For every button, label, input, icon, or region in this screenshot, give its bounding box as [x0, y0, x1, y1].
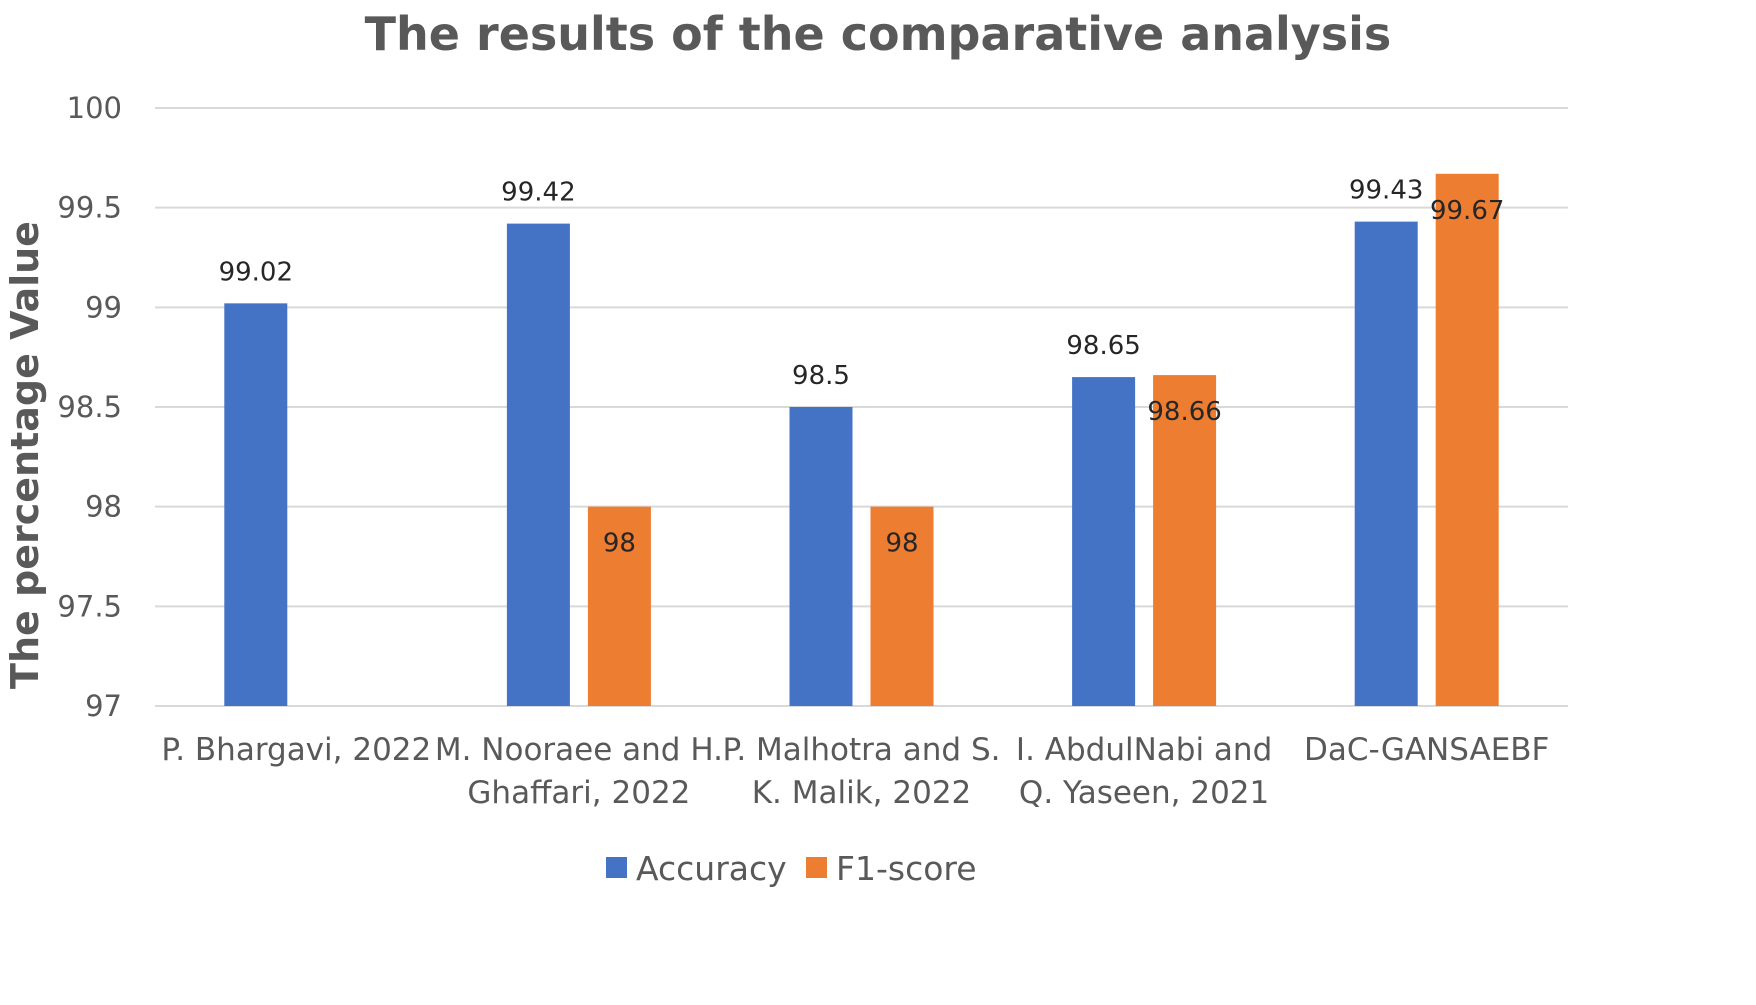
bars: [224, 173, 1499, 706]
legend-label: Accuracy: [636, 849, 787, 888]
x-category-label: P. Bhargavi, 2022: [161, 732, 431, 768]
bar-f1-score: [1435, 173, 1499, 706]
legend: Accuracy F1-score: [606, 849, 977, 888]
data-label: 98.5: [792, 361, 850, 391]
x-category-label: I. AbdulNabi and: [1016, 732, 1272, 768]
x-category-label: K. Malik, 2022: [752, 775, 972, 811]
y-tick-label: 97: [85, 689, 122, 723]
data-label: 99.42: [501, 178, 575, 208]
y-tick-label: 99.5: [57, 191, 122, 225]
data-label: 99.02: [219, 257, 293, 287]
y-axis-label: The percentage Value: [3, 221, 47, 689]
legend-swatch: [806, 857, 827, 878]
y-tick-label: 100: [67, 91, 122, 125]
bar-accuracy: [506, 223, 570, 706]
x-category-label: Q. Yaseen, 2021: [1019, 775, 1269, 811]
y-tick-label: 98: [85, 490, 122, 524]
gridlines: [155, 107, 1568, 707]
y-tick-label: 97.5: [57, 589, 122, 623]
data-label: 98: [603, 529, 636, 559]
data-label: 98.65: [1066, 331, 1140, 361]
x-category-label: M. Nooraee and H.: [435, 732, 723, 768]
bar-f1-score: [1153, 375, 1217, 706]
data-label: 98.66: [1147, 397, 1221, 427]
y-tick-label: 99: [85, 290, 122, 324]
bar-accuracy: [1354, 221, 1418, 706]
data-label: 98: [885, 529, 918, 559]
bar-f1-score: [587, 506, 651, 706]
y-tick-label: 98.5: [57, 390, 122, 424]
x-category-label: P. Malhotra and S.: [722, 732, 1000, 768]
chart-title: The results of the comparative analysis: [365, 7, 1392, 61]
data-label: 99.43: [1349, 176, 1423, 206]
data-label: 99.67: [1430, 196, 1504, 226]
x-category-label: Ghaffari, 2022: [467, 775, 690, 811]
legend-label: F1-score: [836, 849, 977, 888]
x-axis-categories: P. Bhargavi, 2022 M. Nooraee and H. Ghaffa…: [161, 732, 1549, 811]
bar-accuracy: [1072, 377, 1136, 706]
x-category-label: DaC-GANSAEBF: [1304, 732, 1549, 768]
bar-f1-score: [870, 506, 934, 706]
bar-accuracy: [789, 407, 853, 706]
bar-accuracy: [224, 303, 288, 706]
legend-swatch: [606, 857, 627, 878]
y-axis-ticks: 97 97.5 98 98.5 99 99.5 100: [57, 91, 122, 723]
